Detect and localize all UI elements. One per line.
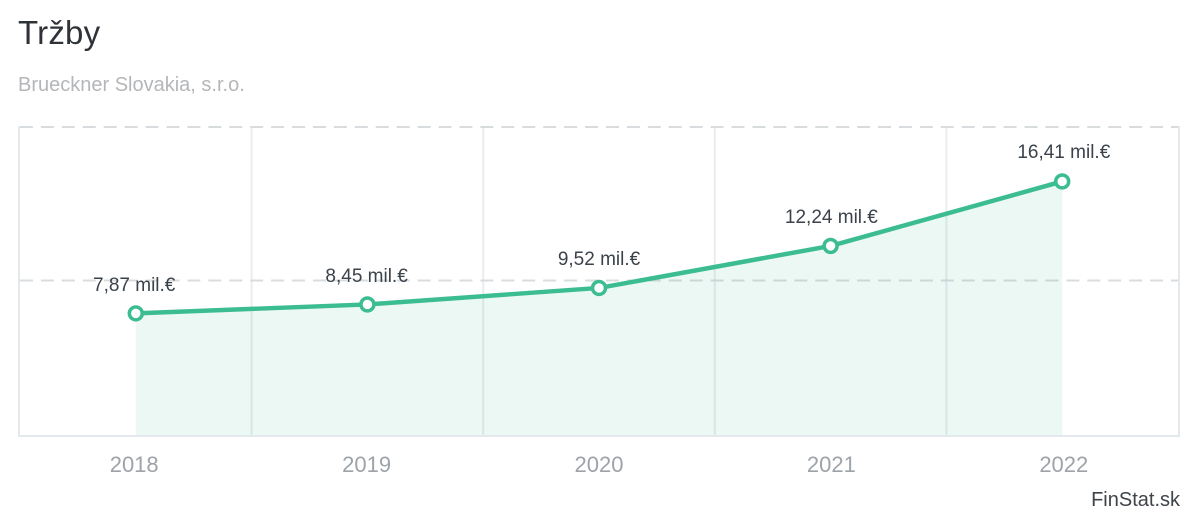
point-label-2018: 7,87 mil.€ (93, 274, 176, 296)
finstat-watermark: FinStat.sk (1091, 489, 1180, 511)
point-label-2020: 9,52 mil.€ (557, 248, 641, 270)
page-title: Tržby (18, 14, 101, 51)
company-subtitle: Brueckner Slovakia, s.r.o. (18, 74, 245, 96)
point-label-2021: 12,24 mil.€ (784, 206, 878, 228)
x-axis-label-2018: 2018 (109, 452, 159, 477)
data-point-marker[interactable] (359, 296, 376, 313)
chart-plot-area (18, 126, 1180, 437)
chart-plot-svg[interactable] (20, 126, 1178, 435)
data-point-marker[interactable] (127, 305, 145, 322)
x-axis-label-2022: 2022 (1039, 452, 1089, 477)
point-label-2022: 16,41 mil.€ (1017, 141, 1111, 163)
data-point-marker[interactable] (590, 279, 608, 297)
x-axis-label-2020: 2020 (574, 452, 624, 477)
data-point-marker[interactable] (1053, 173, 1071, 190)
x-axis-label-2021: 2021 (806, 452, 856, 477)
x-axis-label-2019: 2019 (342, 452, 392, 477)
data-point-marker[interactable] (822, 237, 839, 255)
point-label-2019: 8,45 mil.€ (325, 265, 408, 287)
series-area-fill (135, 181, 1063, 435)
